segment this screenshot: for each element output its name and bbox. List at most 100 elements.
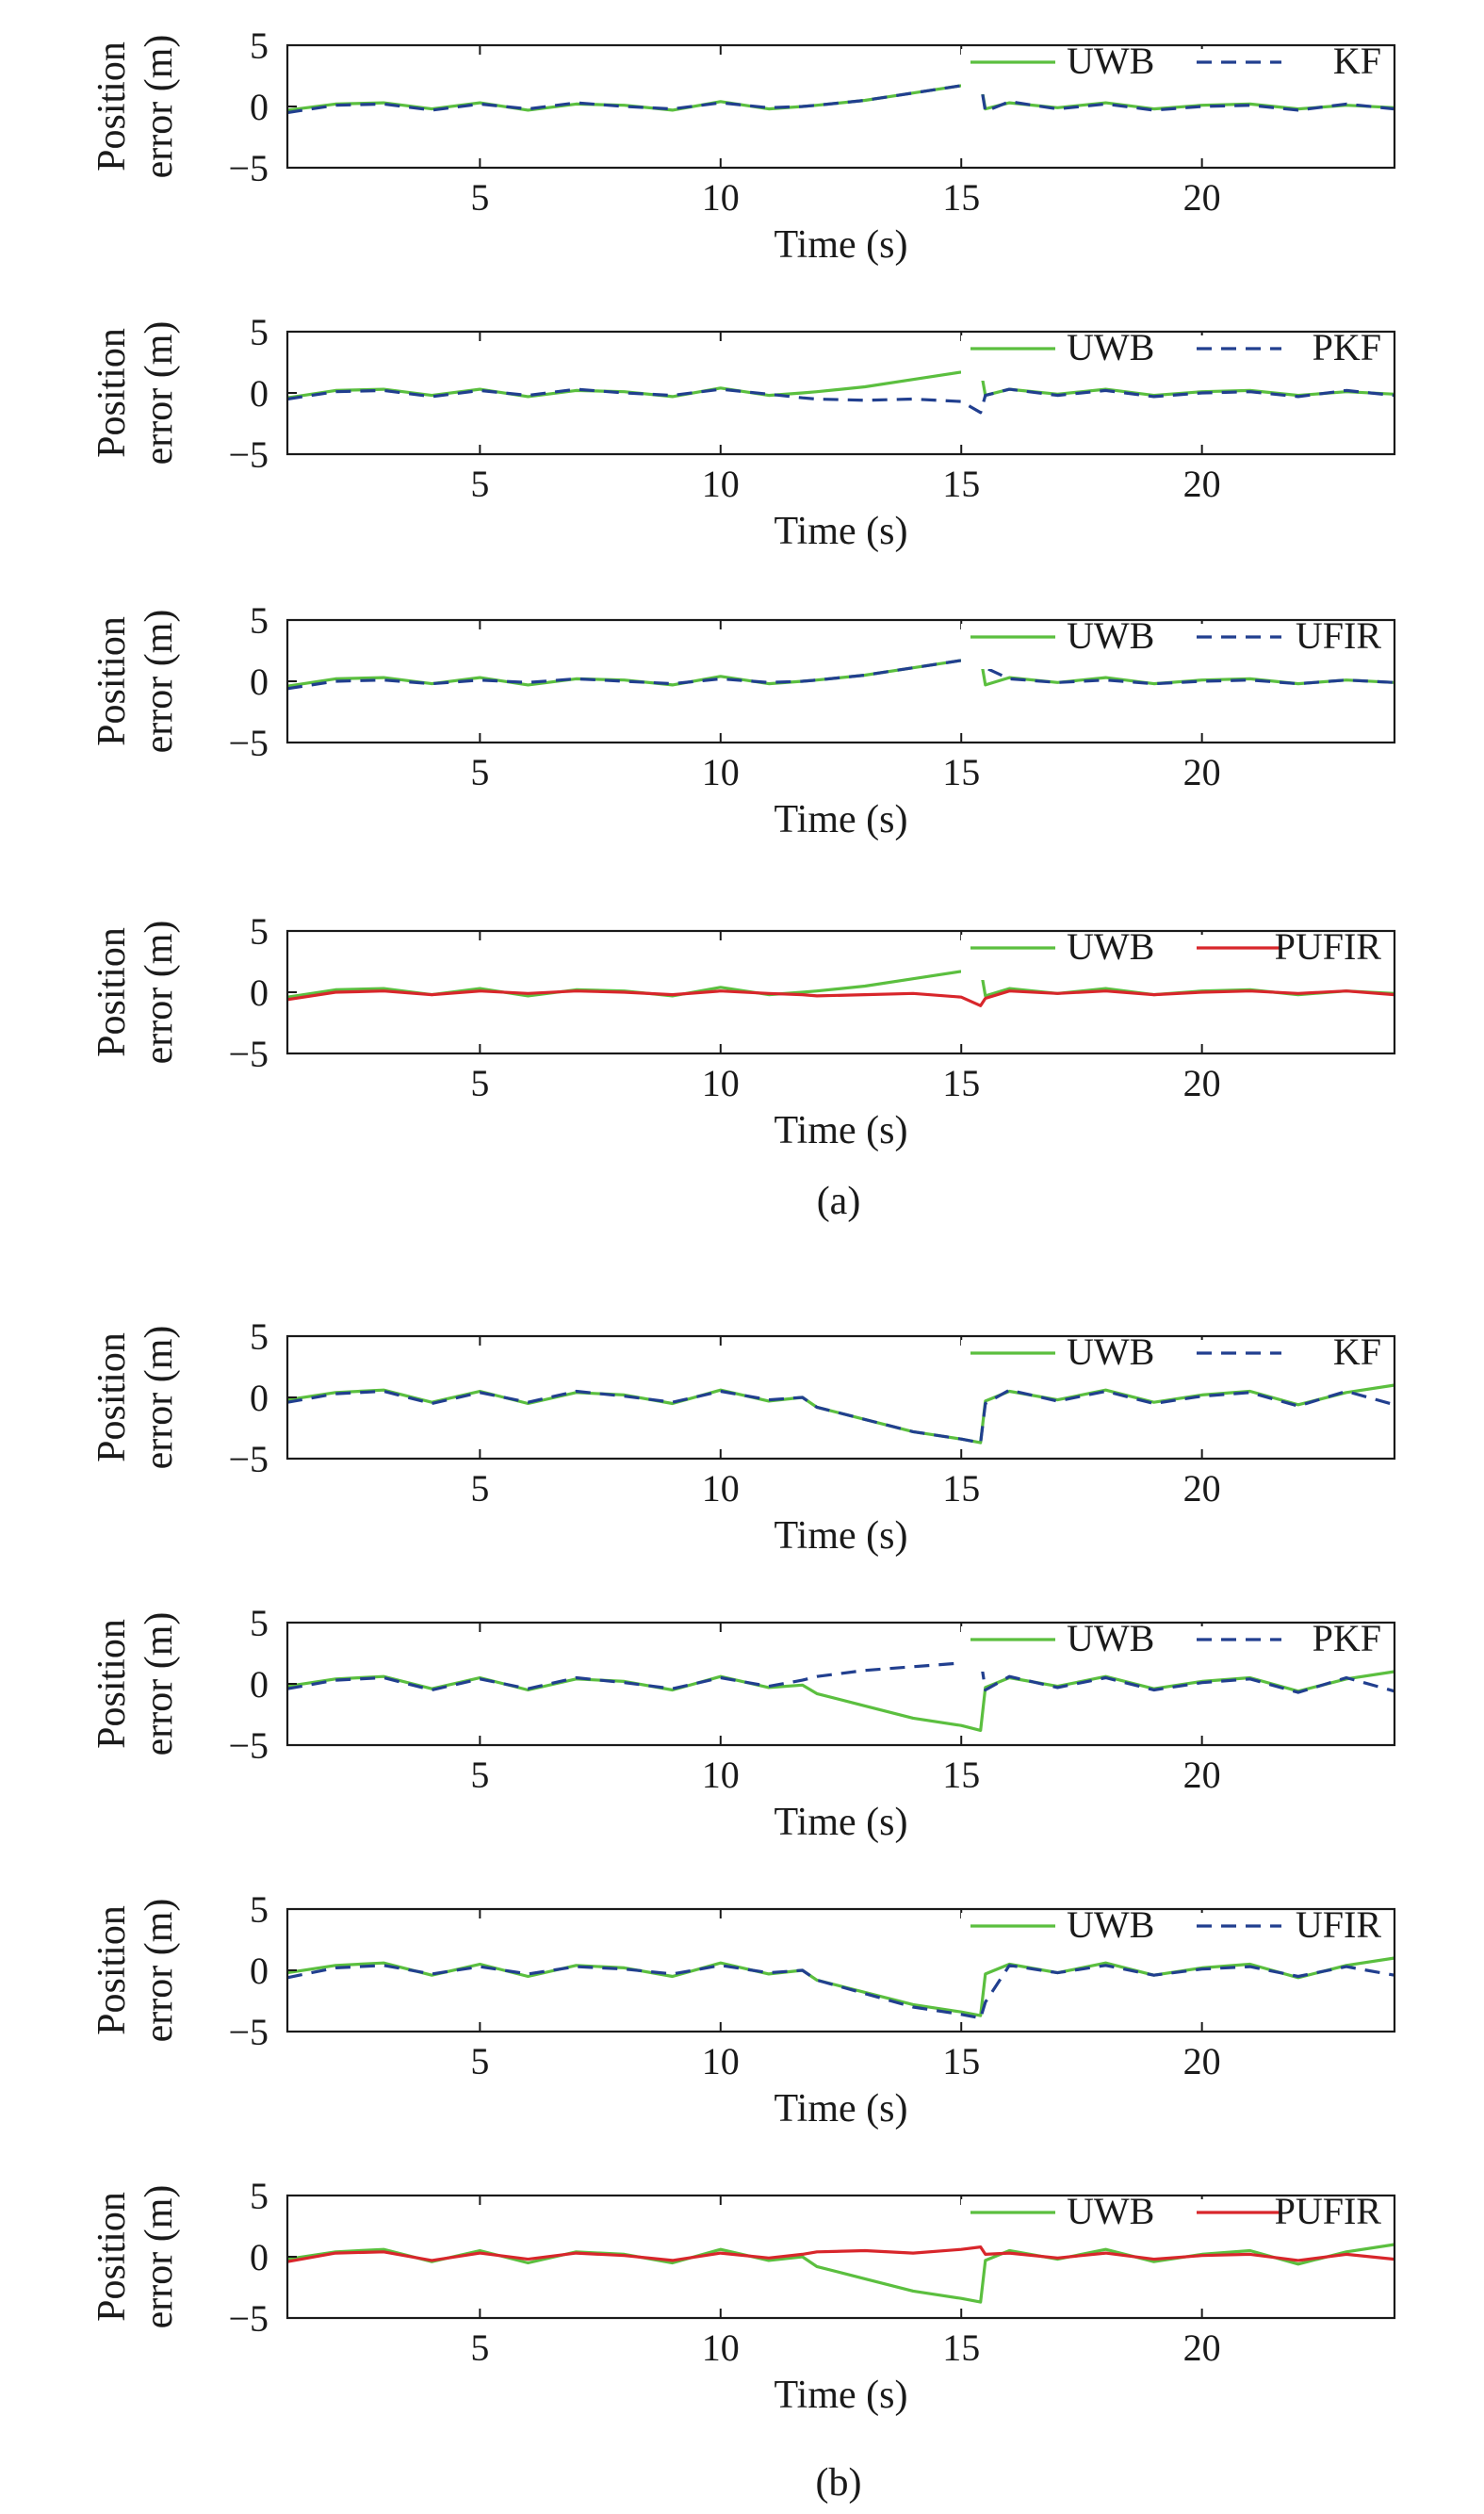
y-tick-label: 0 [250, 86, 269, 128]
y-axis-label-line2: error (m) [138, 321, 181, 465]
x-tick-label: 5 [470, 2040, 489, 2082]
y-axis-label-line1: Position [90, 1619, 134, 1749]
legend: UWB PKF [961, 326, 1385, 381]
legend: UWB PUFIR [961, 925, 1385, 980]
legend-background [961, 49, 1385, 94]
legend-background [961, 624, 1385, 669]
y-tick-label: 0 [250, 2236, 269, 2278]
x-tick-label: 20 [1183, 2040, 1221, 2082]
legend-label-uwb: UWB [1067, 614, 1154, 657]
x-tick-label: 10 [702, 1754, 740, 1796]
x-tick-label: 15 [942, 463, 980, 505]
legend-label-uwb: UWB [1067, 40, 1154, 82]
legend-label-ufir: UFIR [1296, 1903, 1381, 1946]
y-axis-label-line1: Position [90, 1332, 134, 1462]
y-tick-label: 0 [250, 971, 269, 1014]
legend: UWB KF [961, 40, 1385, 94]
x-tick-label: 10 [702, 176, 740, 219]
y-tick-label: −5 [228, 722, 269, 764]
series-line-pufir [286, 2245, 1395, 2263]
legend-background [961, 935, 1385, 980]
y-axis-label-line2: error (m) [138, 1612, 181, 1756]
x-axis-label: Time (s) [775, 2087, 908, 2130]
y-tick-label: 5 [250, 599, 269, 642]
y-tick-label: −5 [228, 433, 269, 476]
y-axis-label-line2: error (m) [138, 610, 181, 754]
y-tick-label: −5 [228, 1438, 269, 1480]
x-tick-label: 15 [942, 2326, 980, 2369]
legend-label-uwb: UWB [1067, 1330, 1154, 1373]
x-tick-label: 5 [470, 1754, 489, 1796]
y-tick-label: 5 [250, 1602, 269, 1644]
legend-background [961, 1340, 1385, 1385]
x-tick-label: 15 [942, 1467, 980, 1510]
y-tick-label: 0 [250, 1663, 269, 1706]
subplot-6: 5 10 15 20 5 0 −5 Time (s) Position error (m) UWB P… [90, 1602, 1396, 1844]
y-axis-label-line1: Position [90, 2192, 134, 2322]
y-axis-label-line2: error (m) [138, 1899, 181, 2043]
legend-label-uwb: UWB [1067, 2190, 1154, 2232]
y-axis-label-line1: Position [90, 927, 134, 1057]
legend-label-uwb: UWB [1067, 1617, 1154, 1659]
legend-background [961, 1626, 1385, 1672]
x-axis-label: Time (s) [775, 1514, 908, 1558]
y-tick-label: 0 [250, 372, 269, 415]
legend-label-kf: KF [1333, 1330, 1381, 1373]
x-axis-label: Time (s) [775, 1109, 908, 1152]
legend-background [961, 335, 1385, 381]
subplot-2: 5 10 15 20 5 0 −5 Time (s) Position error (m) UWB P… [90, 311, 1396, 553]
legend-label-uwb: UWB [1067, 1903, 1154, 1946]
legend-label-ufir: UFIR [1296, 614, 1381, 657]
y-tick-label: 5 [250, 1315, 269, 1358]
legend-label-pufir: PUFIR [1275, 925, 1382, 968]
x-tick-label: 20 [1183, 1062, 1221, 1104]
subplot-5: 5 10 15 20 5 0 −5 Time (s) Position error (m) UWB K… [90, 1315, 1396, 1558]
legend-label-kf: KF [1333, 40, 1381, 82]
legend: UWB KF [961, 1330, 1385, 1385]
y-tick-label: 5 [250, 2175, 269, 2217]
caption-b: (b) [816, 2461, 862, 2505]
series-line-ufir [286, 656, 1395, 691]
y-tick-label: −5 [228, 1724, 269, 1767]
legend-label-pkf: PKF [1313, 1617, 1381, 1659]
x-tick-label: 5 [470, 1467, 489, 1510]
x-axis-label: Time (s) [775, 510, 908, 553]
x-tick-label: 20 [1183, 463, 1221, 505]
y-tick-label: 0 [250, 1377, 269, 1419]
y-tick-label: 0 [250, 1950, 269, 1992]
legend: UWB PUFIR [961, 2190, 1385, 2245]
legend-background [961, 1913, 1385, 1958]
y-tick-label: 5 [250, 24, 269, 67]
x-tick-label: 20 [1183, 2326, 1221, 2369]
y-tick-label: 5 [250, 1888, 269, 1931]
x-tick-label: 15 [942, 751, 980, 793]
x-axis-label: Time (s) [775, 1801, 908, 1844]
subplot-1: 5 10 15 20 5 0 −5 Time (s) Position error (m) UWB K… [90, 24, 1396, 267]
series-line-pufir [286, 989, 1395, 1007]
legend-background [961, 2199, 1385, 2245]
x-axis-label: Time (s) [775, 798, 908, 841]
x-tick-label: 10 [702, 2326, 740, 2369]
series-line-ufir [286, 1964, 1395, 2020]
caption-a: (a) [817, 1180, 861, 1223]
y-tick-label: −5 [228, 2011, 269, 2053]
series-line-pkf [286, 387, 1395, 415]
x-tick-label: 10 [702, 463, 740, 505]
y-axis-label-line1: Position [90, 1905, 134, 2035]
y-tick-label: 5 [250, 311, 269, 353]
x-tick-label: 10 [702, 751, 740, 793]
x-tick-label: 5 [470, 2326, 489, 2369]
subplot-8: 5 10 15 20 5 0 −5 Time (s) Position error (m) UWB P… [90, 2175, 1396, 2417]
legend: UWB PKF [961, 1617, 1385, 1672]
x-tick-label: 15 [942, 2040, 980, 2082]
y-tick-label: −5 [228, 2297, 269, 2340]
x-tick-label: 15 [942, 176, 980, 219]
x-tick-label: 20 [1183, 176, 1221, 219]
y-axis-label-line2: error (m) [138, 1326, 181, 1470]
x-tick-label: 5 [470, 751, 489, 793]
y-axis-label-line1: Position [90, 41, 134, 171]
